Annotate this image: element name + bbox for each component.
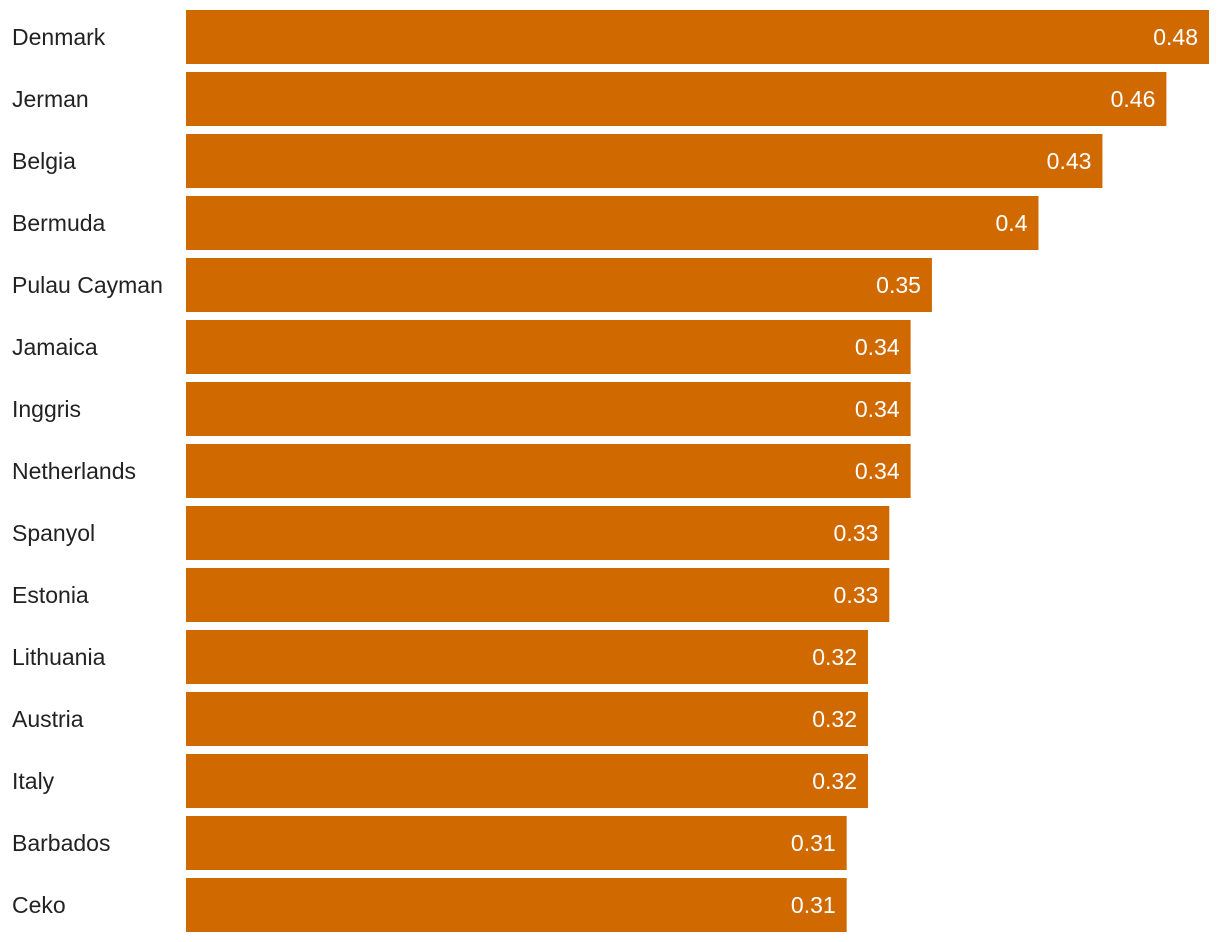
category-label: Belgia (12, 148, 76, 174)
category-label: Jerman (12, 86, 89, 112)
value-label: 0.32 (812, 706, 857, 732)
value-label: 0.33 (834, 582, 879, 608)
category-label: Ceko (12, 892, 66, 918)
value-labels-group: 0.48 0.46 0.43 0.4 0.35 0.34 0.34 0.34 0.33 0.33 0… (791, 24, 1198, 918)
bar (186, 258, 932, 312)
bar (186, 816, 847, 870)
value-label: 0.48 (1153, 24, 1198, 50)
category-label: Spanyol (12, 520, 95, 546)
bar (186, 444, 911, 498)
value-label: 0.32 (812, 768, 857, 794)
value-label: 0.35 (876, 272, 921, 298)
bar (186, 568, 890, 622)
value-label: 0.4 (996, 210, 1028, 236)
category-label: Pulau Cayman (12, 272, 163, 298)
category-label: Inggris (12, 396, 81, 422)
bar (186, 754, 868, 808)
value-label: 0.46 (1111, 86, 1156, 112)
value-label: 0.32 (812, 644, 857, 670)
category-label: Barbados (12, 830, 110, 856)
bar (186, 630, 868, 684)
category-label: Austria (12, 706, 84, 732)
category-labels-group: Denmark Jerman Belgia Bermuda Pulau Cayman Ja… (12, 24, 163, 918)
value-label: 0.31 (791, 830, 836, 856)
category-label: Estonia (12, 582, 89, 608)
bar (186, 72, 1167, 126)
category-label: Bermuda (12, 210, 106, 236)
bar (186, 692, 868, 746)
bar (186, 506, 890, 560)
bar (186, 10, 1209, 64)
category-label: Italy (12, 768, 55, 794)
bars-group (186, 10, 1209, 932)
category-label: Lithuania (12, 644, 106, 670)
bar (186, 878, 847, 932)
bar (186, 320, 911, 374)
value-label: 0.34 (855, 396, 900, 422)
category-label: Jamaica (12, 334, 98, 360)
value-label: 0.34 (855, 458, 900, 484)
value-label: 0.43 (1047, 148, 1092, 174)
value-label: 0.34 (855, 334, 900, 360)
bar (186, 196, 1039, 250)
bar (186, 134, 1103, 188)
value-label: 0.33 (834, 520, 879, 546)
bar (186, 382, 911, 436)
category-label: Netherlands (12, 458, 136, 484)
category-label: Denmark (12, 24, 106, 50)
value-label: 0.31 (791, 892, 836, 918)
